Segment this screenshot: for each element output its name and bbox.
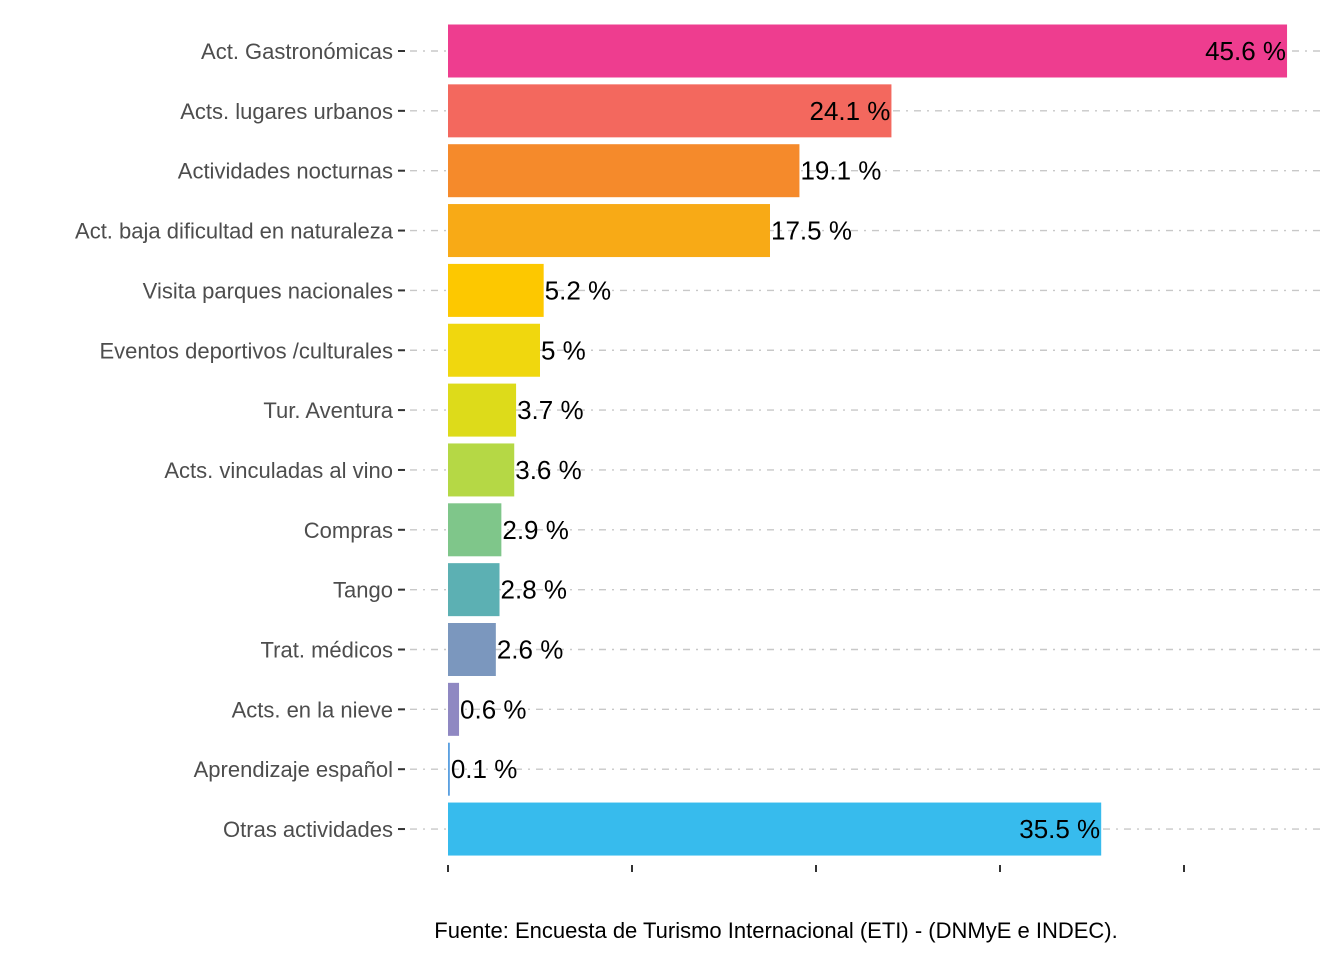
category-label: Acts. vinculadas al vino (164, 458, 393, 483)
bar (448, 443, 515, 497)
bar (448, 802, 1102, 856)
value-labels: 45.6 % 24.1 % 19.1 % 17.5 % 5.2 % 5 % 3.7 % 3.6… (451, 36, 1286, 844)
bar (448, 383, 517, 437)
value-label: 0.1 % (451, 754, 517, 784)
bars (448, 24, 1288, 856)
category-label: Aprendizaje español (194, 757, 393, 782)
category-label: Tur. Aventura (263, 398, 393, 423)
x-axis-ticks (398, 50, 1185, 872)
bar (448, 682, 460, 736)
bar (448, 323, 540, 377)
value-label: 17.5 % (771, 216, 852, 246)
category-label: Compras (304, 518, 393, 543)
value-label: 2.8 % (501, 575, 568, 605)
category-label: Actividades nocturnas (178, 159, 393, 184)
bar (448, 204, 770, 258)
bar (448, 84, 892, 138)
category-label: Visita parques nacionales (143, 278, 393, 303)
bar (448, 563, 500, 617)
category-label: Trat. médicos (261, 638, 393, 663)
value-label: 5.2 % (545, 275, 612, 305)
category-label: Tango (333, 578, 393, 603)
value-label: 35.5 % (1019, 814, 1100, 844)
value-label: 45.6 % (1205, 36, 1286, 66)
value-label: 3.6 % (515, 455, 582, 485)
value-label: 2.9 % (502, 515, 569, 545)
value-label: 3.7 % (517, 395, 584, 425)
bar (448, 503, 502, 557)
bar (448, 623, 496, 676)
category-label: Act. Gastronómicas (201, 39, 393, 64)
value-label: 0.6 % (460, 694, 527, 724)
category-label: Eventos deportivos /culturales (100, 338, 394, 363)
value-label: 2.6 % (497, 635, 563, 665)
category-label: Acts. en la nieve (232, 697, 393, 722)
category-label: Otras actividades (223, 817, 393, 842)
value-label: 19.1 % (800, 156, 881, 186)
source-caption: Fuente: Encuesta de Turismo Internaciona… (434, 918, 1118, 943)
value-label: 24.1 % (809, 96, 890, 126)
category-labels: Act. Gastronómicas Acts. lugares urbanos A… (75, 39, 394, 842)
bar (448, 263, 544, 317)
category-label: Acts. lugares urbanos (180, 99, 393, 124)
bar (448, 742, 450, 796)
bar (448, 24, 1288, 78)
value-label: 5 % (541, 335, 586, 365)
bar (448, 144, 800, 198)
category-label: Act. baja dificultad en naturaleza (75, 219, 394, 244)
